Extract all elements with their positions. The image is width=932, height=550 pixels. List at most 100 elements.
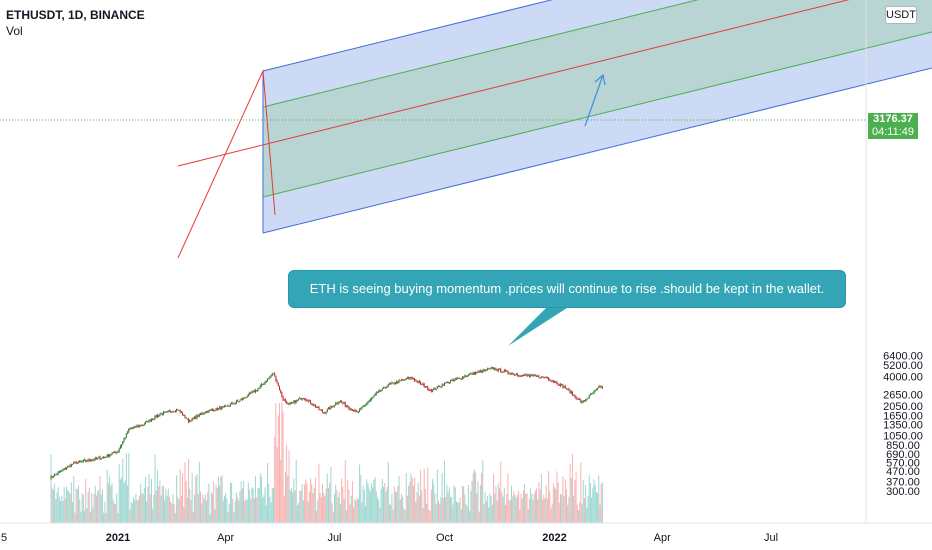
candle-body <box>388 383 390 385</box>
time-axis[interactable]: 5 2021 Apr Jul Oct 2022 Apr Jul <box>0 522 932 544</box>
candle-body <box>581 401 583 403</box>
candle-body <box>194 416 196 419</box>
volume-bar <box>593 479 595 523</box>
volume-bar <box>410 473 412 523</box>
volume-bar <box>556 471 558 523</box>
candle-body <box>514 374 516 376</box>
candle-body <box>173 411 175 413</box>
volume-bar <box>89 512 91 523</box>
candle-body <box>244 397 246 399</box>
candle-body <box>262 384 264 386</box>
volume-bar <box>354 499 356 523</box>
volume-bar <box>566 489 567 523</box>
candle-body <box>530 375 532 377</box>
volume-bar <box>288 450 290 523</box>
candle-body <box>87 459 89 462</box>
candle-body <box>215 408 217 411</box>
volume-bar <box>369 491 371 523</box>
candle-body <box>489 368 491 370</box>
channel-lower-line <box>262 67 932 234</box>
candle-body <box>366 403 368 405</box>
candle-body <box>180 411 182 413</box>
volume-bar <box>496 500 498 523</box>
volume-bar <box>435 504 437 523</box>
candle-body <box>276 380 278 384</box>
candle-body <box>458 378 460 380</box>
volume-bar <box>142 493 144 523</box>
candle-body <box>240 398 242 400</box>
candle-body <box>528 375 530 377</box>
candle-body <box>75 462 77 464</box>
candle-body <box>373 395 375 397</box>
candle-body <box>161 413 163 415</box>
candle-body <box>396 381 398 384</box>
volume-bar <box>190 500 192 523</box>
candle-body <box>496 370 498 372</box>
candle-body <box>220 407 222 410</box>
volume-bar <box>302 500 304 523</box>
candle-body <box>150 419 152 422</box>
candle-body <box>174 411 176 413</box>
volume-bar <box>583 498 585 523</box>
candles <box>50 366 603 480</box>
candle-body <box>341 401 343 403</box>
currency-badge[interactable]: USDT <box>885 6 917 24</box>
volume-bar <box>403 508 405 523</box>
volume-bar <box>55 498 57 523</box>
candle-body <box>129 428 131 430</box>
candle-body <box>97 457 99 459</box>
volume-bar <box>449 496 451 523</box>
candle-body <box>111 453 113 455</box>
annotation-callout[interactable]: ETH is seeing buying momentum .prices wi… <box>288 270 846 308</box>
time-tick-label: 2022 <box>542 532 566 544</box>
volume-bar <box>159 480 161 523</box>
volume-bar <box>594 484 596 523</box>
candle-body <box>64 468 66 470</box>
candle-body <box>452 379 454 381</box>
candle-body <box>588 395 590 399</box>
volume-bar <box>501 492 503 523</box>
volume-bar <box>466 506 468 523</box>
volume-bar <box>341 478 343 523</box>
candle-body <box>338 401 340 403</box>
channel-upper-band <box>263 0 932 233</box>
candle-body <box>251 391 253 394</box>
symbol-label[interactable]: ETHUSDT, 1D, BINANCE <box>6 8 145 22</box>
candle-body <box>586 398 588 400</box>
candle-body <box>471 373 473 375</box>
candle-body <box>258 387 260 390</box>
volume-bar <box>399 499 401 523</box>
volume-bar <box>469 511 471 523</box>
candle-body <box>79 461 81 463</box>
volume-bar <box>227 511 229 523</box>
volume-bar <box>404 510 406 523</box>
candle-body <box>534 375 536 377</box>
volume-bar <box>554 487 556 523</box>
volume-bar <box>136 500 138 523</box>
candle-body <box>422 383 424 385</box>
candle-body <box>272 373 274 375</box>
candle-body <box>495 368 497 371</box>
volume-indicator-label[interactable]: Vol <box>6 24 23 38</box>
volume-bar <box>134 500 136 523</box>
candle-body <box>207 411 209 413</box>
price-tick-label: 4000.00 <box>883 371 923 383</box>
volume-bar <box>392 509 394 523</box>
candle-body <box>69 465 71 467</box>
volume-bar <box>317 500 319 523</box>
volume-bar <box>412 486 414 523</box>
volume-bar <box>519 509 521 523</box>
candle-body <box>304 398 306 400</box>
candle-body <box>469 374 471 376</box>
volume-bar <box>591 497 593 523</box>
candle-body <box>221 406 223 410</box>
candle-body <box>255 390 257 393</box>
volume-bar <box>386 486 388 523</box>
volume-bar <box>546 498 548 523</box>
candle-body <box>323 412 325 414</box>
volume-bar <box>244 501 246 523</box>
volume-bar <box>186 497 188 523</box>
price-tick-label: 5200.00 <box>883 360 923 372</box>
